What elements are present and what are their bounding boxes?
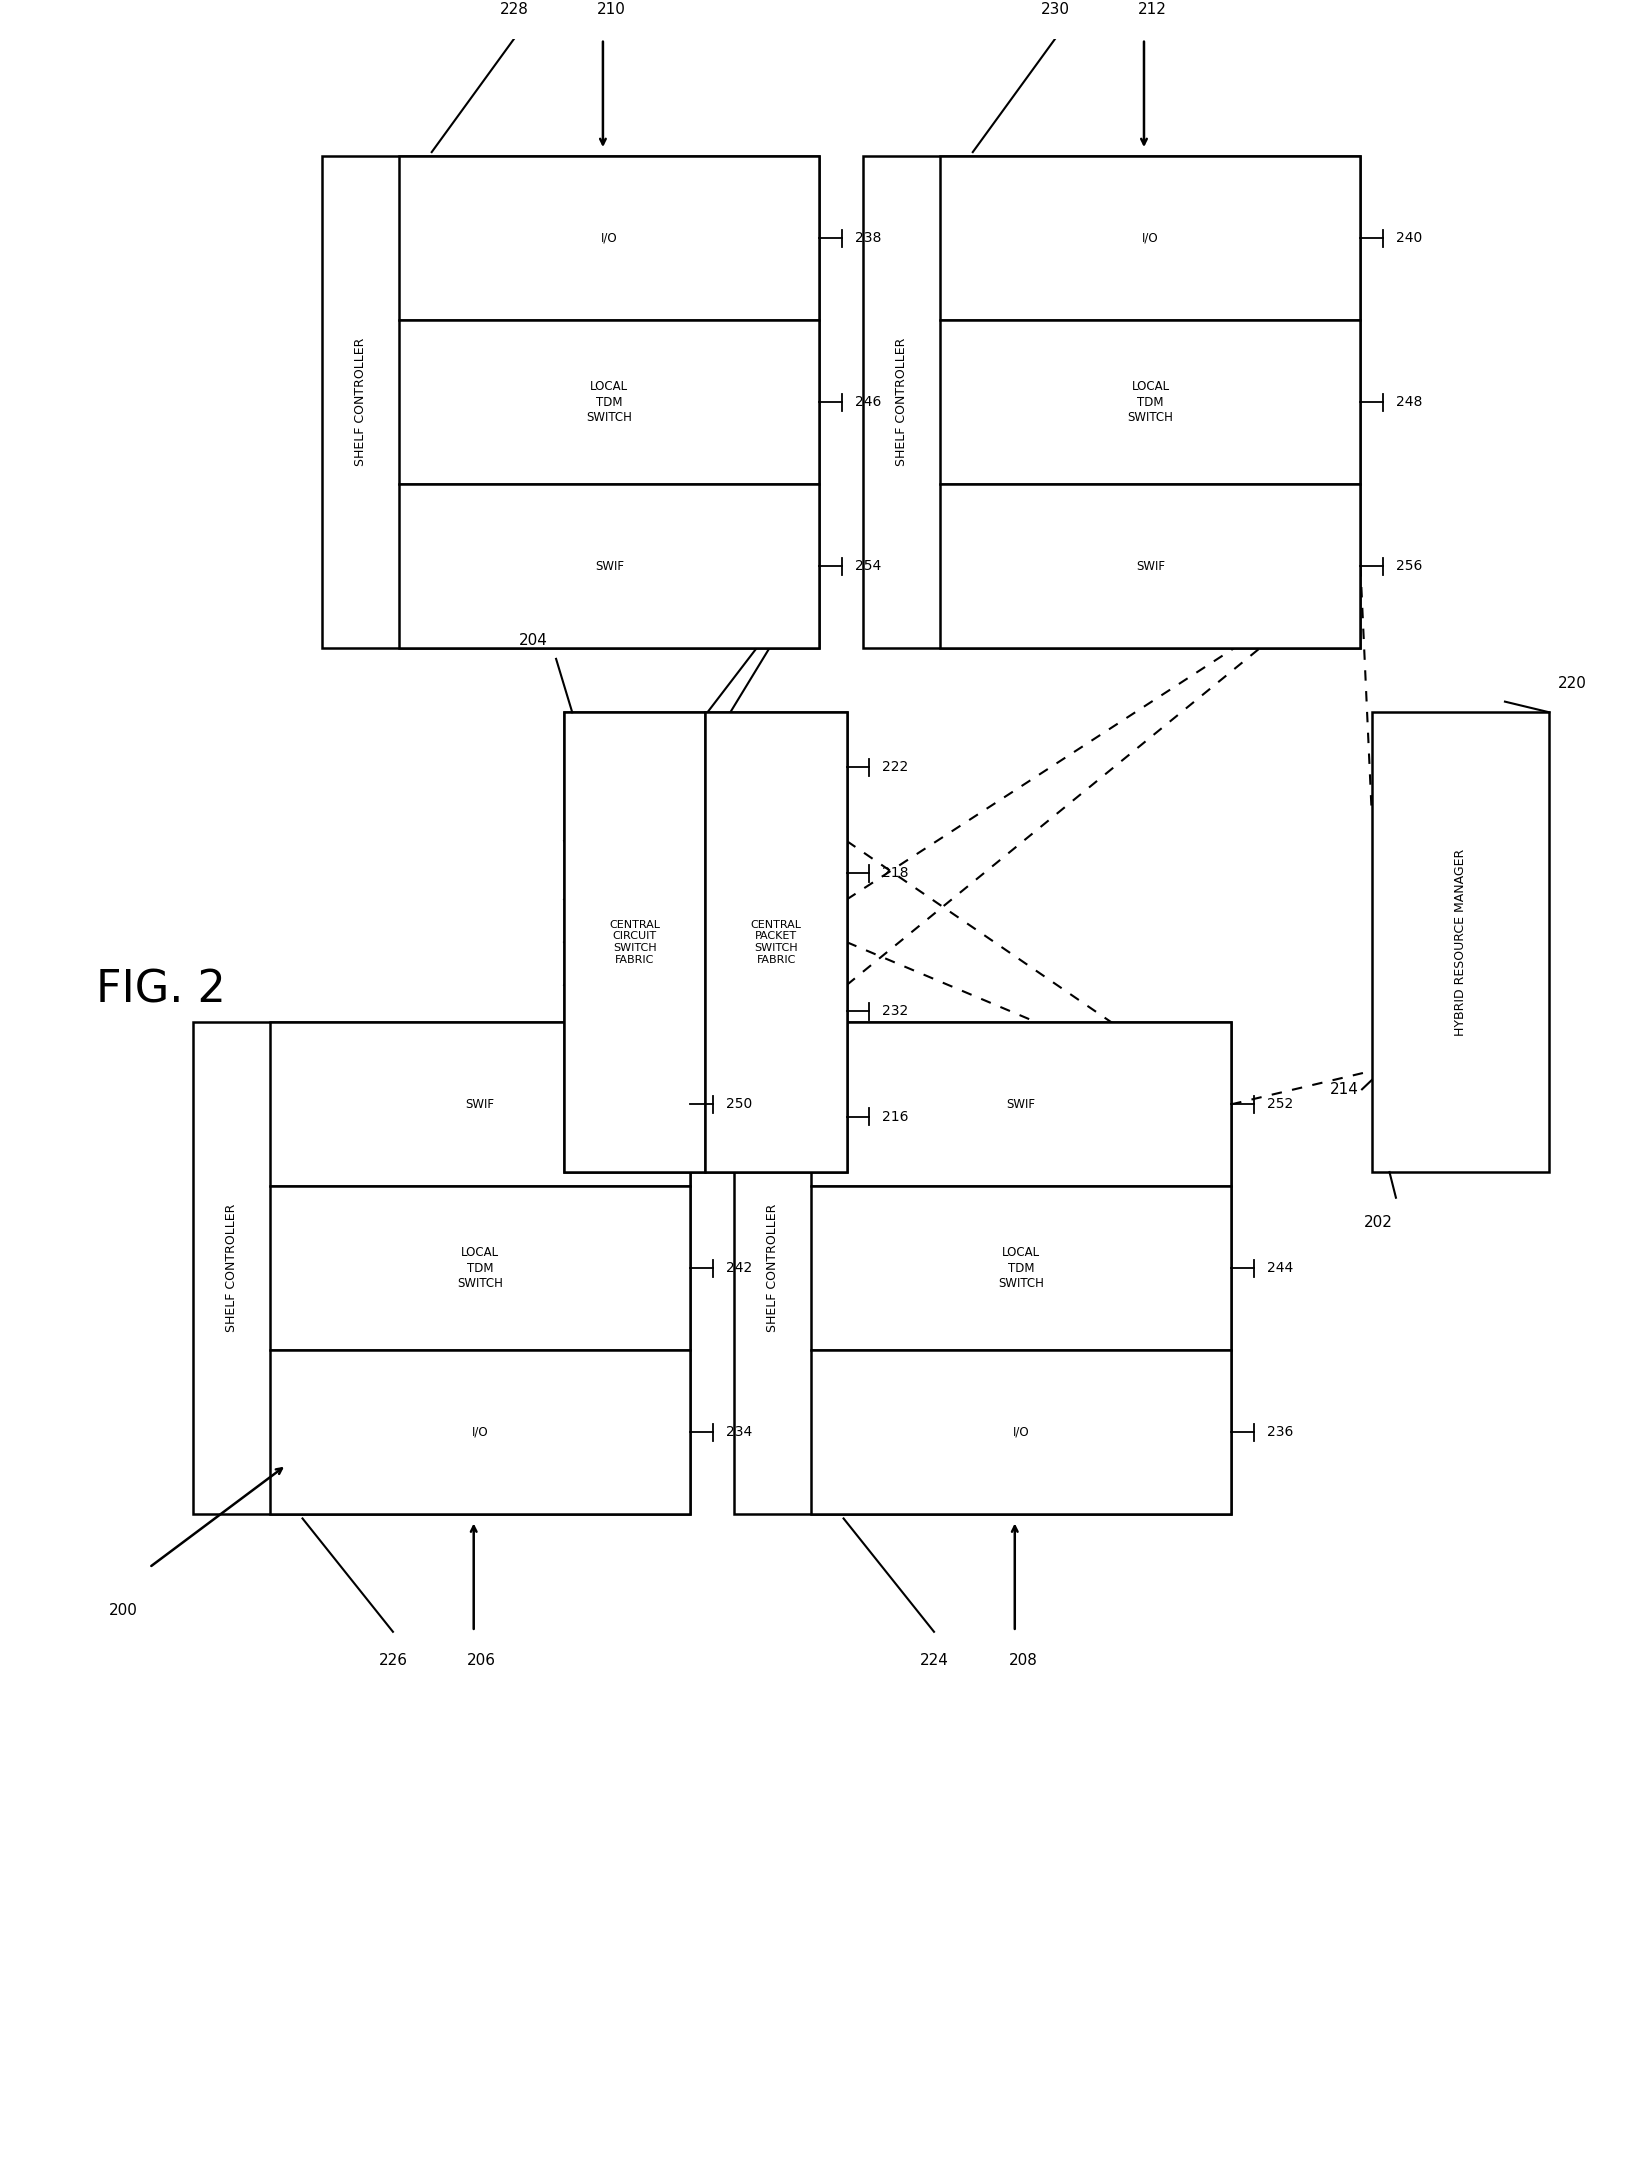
Bar	[323, 157, 819, 649]
Text: 248: 248	[1396, 395, 1422, 408]
Text: SWIF: SWIF	[1007, 1099, 1036, 1112]
Text: I/O: I/O	[1142, 232, 1158, 245]
Bar	[564, 712, 705, 1173]
Bar	[399, 485, 819, 649]
Bar	[192, 1022, 691, 1514]
Text: 236: 236	[1267, 1426, 1293, 1439]
Text: 224: 224	[920, 1653, 948, 1669]
Text: 246: 246	[855, 395, 881, 408]
Text: CENTRAL
PACKET
SWITCH
FABRIC: CENTRAL PACKET SWITCH FABRIC	[751, 919, 801, 965]
Text: 254: 254	[855, 559, 881, 572]
Text: 222: 222	[883, 760, 909, 775]
Text: SHELF CONTROLLER: SHELF CONTROLLER	[766, 1203, 779, 1332]
Text: LOCAL
TDM
SWITCH: LOCAL TDM SWITCH	[1127, 380, 1173, 424]
Text: 256: 256	[1396, 559, 1422, 572]
Text: 230: 230	[1041, 2, 1070, 17]
Text: 204: 204	[520, 633, 547, 649]
Text: 214: 214	[1329, 1081, 1359, 1096]
Bar	[863, 157, 1360, 649]
Text: 220: 220	[1557, 675, 1587, 690]
Text: 200: 200	[109, 1603, 137, 1618]
Text: FIG. 2: FIG. 2	[96, 970, 226, 1011]
Text: LOCAL
TDM
SWITCH: LOCAL TDM SWITCH	[586, 380, 632, 424]
Text: 206: 206	[468, 1653, 497, 1669]
Text: 250: 250	[725, 1096, 753, 1112]
Text: 216: 216	[883, 1109, 909, 1125]
Text: 212: 212	[1137, 2, 1166, 17]
Text: 244: 244	[1267, 1262, 1293, 1275]
Text: I/O: I/O	[1013, 1426, 1030, 1439]
Text: 218: 218	[883, 867, 909, 880]
Text: 232: 232	[883, 1005, 909, 1018]
Text: SHELF CONTROLLER: SHELF CONTROLLER	[225, 1203, 238, 1332]
Bar	[811, 1350, 1232, 1514]
Bar	[270, 1350, 691, 1514]
Text: I/O: I/O	[601, 232, 617, 245]
Text: 228: 228	[500, 2, 528, 17]
Text: 238: 238	[855, 232, 881, 245]
Text: 240: 240	[1396, 232, 1422, 245]
Bar	[270, 1022, 691, 1186]
Text: SWIF: SWIF	[466, 1099, 495, 1112]
Bar	[1372, 712, 1549, 1173]
Bar	[733, 1022, 1232, 1514]
Bar	[705, 712, 847, 1173]
Bar	[811, 1186, 1232, 1350]
Text: 242: 242	[725, 1262, 753, 1275]
Text: 202: 202	[1363, 1214, 1393, 1230]
Text: SWIF: SWIF	[595, 559, 624, 572]
Text: 226: 226	[378, 1653, 407, 1669]
Bar	[940, 485, 1360, 649]
Text: LOCAL
TDM
SWITCH: LOCAL TDM SWITCH	[999, 1247, 1044, 1291]
Bar	[940, 321, 1360, 485]
Text: LOCAL
TDM
SWITCH: LOCAL TDM SWITCH	[458, 1247, 503, 1291]
Bar	[564, 712, 847, 1173]
Text: SHELF CONTROLLER: SHELF CONTROLLER	[896, 339, 909, 467]
Bar	[399, 157, 819, 321]
Text: SHELF CONTROLLER: SHELF CONTROLLER	[353, 339, 367, 467]
Bar	[270, 1186, 691, 1350]
Text: 234: 234	[725, 1426, 753, 1439]
Text: HYBRID RESOURCE MANAGER: HYBRID RESOURCE MANAGER	[1455, 850, 1468, 1035]
Bar	[940, 157, 1360, 321]
Text: 208: 208	[1008, 1653, 1038, 1669]
Text: SWIF: SWIF	[1135, 559, 1165, 572]
Bar	[811, 1022, 1232, 1186]
Text: 210: 210	[596, 2, 626, 17]
Text: CENTRAL
CIRCUIT
SWITCH
FABRIC: CENTRAL CIRCUIT SWITCH FABRIC	[609, 919, 660, 965]
Bar	[399, 321, 819, 485]
Text: I/O: I/O	[472, 1426, 489, 1439]
Text: 252: 252	[1267, 1096, 1293, 1112]
